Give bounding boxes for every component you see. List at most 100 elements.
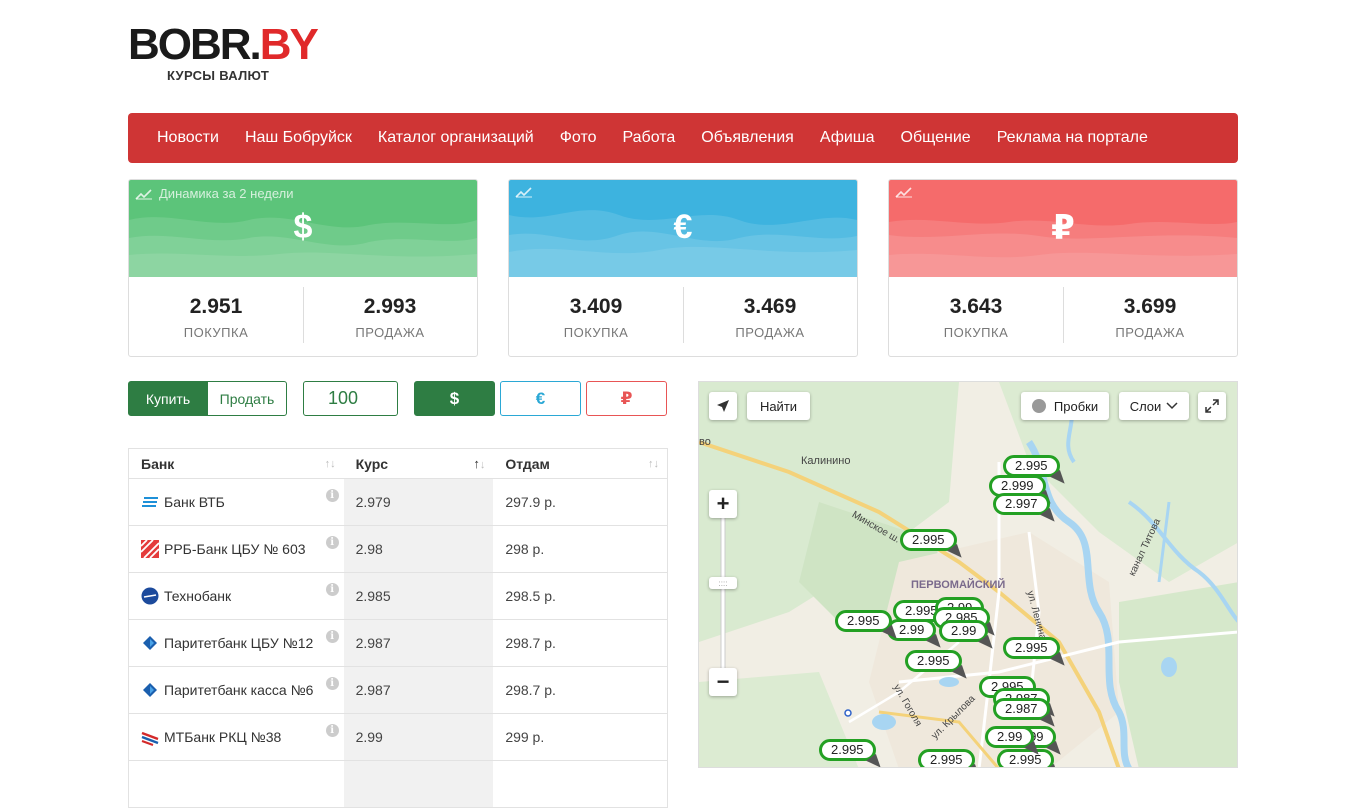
rate-marker[interactable]: 2.999 <box>989 475 1046 497</box>
rate-marker[interactable]: 2.995 <box>905 650 962 672</box>
table-row[interactable]: Паритетбанк ЦБУ №12 i 2.987 298.7 р. <box>129 620 667 667</box>
nav-forum[interactable]: Общение <box>900 129 971 146</box>
bank-map[interactable]: во Калинино Минское ш. ПЕРВОМАЙСКИЙ кана… <box>698 381 1238 768</box>
bank-name: МТБанк РКЦ №38 <box>164 729 282 745</box>
rate-marker[interactable]: 2.995 <box>900 529 957 551</box>
rate-marker[interactable]: 2.99 <box>985 726 1035 748</box>
sell-toggle-button[interactable]: Продать <box>207 381 287 416</box>
zoom-slider-handle[interactable]: :::: <box>709 577 737 589</box>
traffic-button[interactable]: Пробки <box>1021 392 1109 420</box>
info-icon[interactable]: i <box>325 630 339 643</box>
info-icon[interactable]: i <box>325 724 339 737</box>
map-label: Калинино <box>801 455 851 467</box>
rub-sell-value: 3.699 <box>1123 295 1177 318</box>
rub-buy: 3.643 ПОКУПКА <box>889 277 1063 340</box>
geolocation-button[interactable] <box>709 392 737 420</box>
nav-our-bobruisk[interactable]: Наш Бобруйск <box>244 129 352 146</box>
fullscreen-button[interactable] <box>1198 392 1226 420</box>
eur-card[interactable]: € 3.409 ПОКУПКА 3.469 ПРОДАЖА <box>508 179 858 357</box>
map-background <box>699 382 1237 767</box>
rate-marker[interactable]: 2.99 <box>939 620 989 642</box>
rate-marker[interactable]: 2.995 <box>1003 455 1060 477</box>
table-header: Банк ↑↓ Курс ↑↓ Отдам ↑↓ <box>129 449 667 479</box>
info-icon[interactable]: i <box>325 677 339 690</box>
bank-name: Технобанк <box>164 588 232 604</box>
expand-icon <box>1205 399 1219 413</box>
eur-currency-button[interactable]: € <box>500 381 581 416</box>
eur-buy-value: 3.409 <box>569 295 623 318</box>
zoom-out-button[interactable]: − <box>709 668 737 696</box>
nav-ads[interactable]: Объявления <box>701 129 794 146</box>
zoom-in-button[interactable]: + <box>709 490 737 518</box>
nav-jobs[interactable]: Работа <box>622 129 676 146</box>
usd-card[interactable]: Динамика за 2 недели $ 2.951 ПОКУПКА 2.9… <box>128 179 478 357</box>
nav-advertising[interactable]: Реклама на портале <box>996 129 1148 146</box>
layers-dropdown[interactable]: Слои <box>1119 392 1189 420</box>
nav-photo[interactable]: Фото <box>559 129 597 146</box>
logo-wordmark: BOBR.BY <box>128 20 319 70</box>
table-row[interactable] <box>129 761 667 808</box>
table-row[interactable]: РРБ-Банк ЦБУ № 603 i 2.98 298 р. <box>129 526 667 573</box>
nav-afisha[interactable]: Афиша <box>819 129 875 146</box>
traffic-label: Пробки <box>1053 398 1099 414</box>
rate-marker[interactable]: 2.987 <box>993 698 1050 720</box>
table-row[interactable]: МТБанк РКЦ №38 i 2.99 299 р. <box>129 714 667 761</box>
eur-trend-wave <box>509 210 857 277</box>
usd-currency-button[interactable]: $ <box>414 381 495 416</box>
usd-sell-value: 2.993 <box>363 295 417 318</box>
rub-currency-button[interactable]: ₽ <box>586 381 667 416</box>
table-row[interactable]: Паритетбанк касса №6 i 2.987 298.7 р. <box>129 667 667 714</box>
rate-marker[interactable]: 2.995 <box>1003 637 1060 659</box>
eur-card-header: € <box>509 180 857 277</box>
nav-catalog[interactable]: Каталог организаций <box>377 129 534 146</box>
sort-by-give-header[interactable]: Отдам ↑↓ <box>493 449 667 478</box>
sort-arrows-icon: ↑↓ <box>647 458 659 470</box>
chart-line-icon <box>135 188 152 200</box>
navigation-arrow-icon <box>717 400 729 412</box>
dynamics-label <box>895 186 919 198</box>
map-search-button[interactable]: Найти <box>747 392 810 420</box>
eur-buy-label: ПОКУПКА <box>563 325 629 340</box>
rate-marker[interactable]: 2.995 <box>997 749 1054 767</box>
rub-trend-wave <box>889 219 1237 277</box>
nav-news[interactable]: Новости <box>157 129 219 146</box>
rate-marker[interactable]: 2.995 <box>835 610 892 632</box>
rub-card[interactable]: ₽ 3.643 ПОКУПКА 3.699 ПРОДАЖА <box>888 179 1238 357</box>
buy-toggle-button[interactable]: Купить <box>128 381 208 416</box>
mtbank-logo-icon <box>141 731 159 746</box>
usd-trend-wave <box>129 217 477 277</box>
exchange-controls: Купить Продать $ € ₽ <box>128 381 668 416</box>
main-nav: Новости Наш Бобруйск Каталог организаций… <box>128 113 1238 163</box>
chart-line-icon <box>895 187 912 198</box>
give-cell: 297.9 р. <box>505 494 556 510</box>
sort-asc-icon: ↑↓ <box>473 456 486 471</box>
table-row[interactable]: Банк ВТБ i 2.979 297.9 р. <box>129 479 667 526</box>
usd-card-header: Динамика за 2 недели $ <box>129 180 477 277</box>
info-icon[interactable]: i <box>325 489 339 502</box>
dynamics-label: Динамика за 2 недели <box>135 186 294 201</box>
table-row[interactable]: Технобанк i 2.985 298.5 р. <box>129 573 667 620</box>
rate-marker[interactable]: 2.995 <box>819 739 876 761</box>
rate-cell: 2.979 <box>343 479 494 525</box>
bank-rates-table: Банк ↑↓ Курс ↑↓ Отдам ↑↓ Банк ВТБ i 2.979 2… <box>128 448 668 808</box>
paritetbank-logo-icon <box>143 636 157 650</box>
rate-marker[interactable]: 2.997 <box>993 493 1050 515</box>
rate-cell: 2.98 <box>343 526 494 572</box>
info-icon[interactable]: i <box>325 536 339 549</box>
rate-marker[interactable]: 2.995 <box>918 749 975 767</box>
rate-cell: 2.987 <box>343 667 494 713</box>
amount-input[interactable] <box>303 381 398 416</box>
eur-sell: 3.469 ПРОДАЖА <box>683 277 857 340</box>
sort-by-rate-header[interactable]: Курс ↑↓ <box>344 449 494 478</box>
site-logo[interactable]: BOBR.BY КУРСЫ ВАЛЮТ <box>128 20 328 90</box>
eur-sell-label: ПРОДАЖА <box>735 325 805 340</box>
vtb-logo-icon <box>142 497 158 507</box>
bank-name: Банк ВТБ <box>164 494 225 510</box>
usd-buy: 2.951 ПОКУПКА <box>129 277 303 340</box>
bank-header-label: Банк <box>141 456 175 472</box>
logo-subtitle: КУРСЫ ВАЛЮТ <box>167 68 270 83</box>
sort-by-bank-header[interactable]: Банк ↑↓ <box>129 449 344 478</box>
info-icon[interactable]: i <box>325 583 339 596</box>
logo-word-main: BOBR. <box>128 20 262 69</box>
give-header-label: Отдам <box>505 456 550 472</box>
